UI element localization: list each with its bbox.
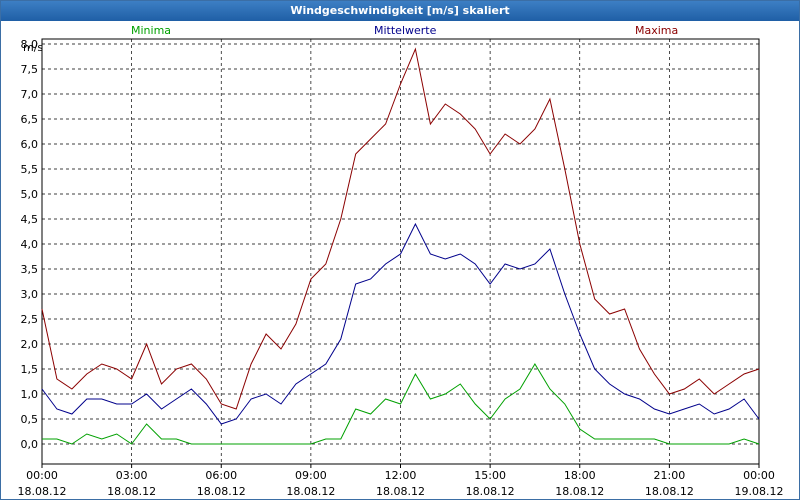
- line-chart: 8,0 7,5 7,0 6,5 6,0 5,5 5,0 4,5 4,0 3,5 3,0 2,5 2,0 1…: [1, 1, 800, 501]
- x-tick-date: 18.08.12: [555, 485, 604, 498]
- y-tick-label: 3,0: [21, 288, 39, 301]
- x-tick-time: 00:00: [743, 469, 775, 482]
- x-tick-date: 18.08.12: [376, 485, 425, 498]
- series-maxima: [42, 49, 759, 409]
- y-tick-label: 4,0: [21, 238, 39, 251]
- x-tick-time: 15:00: [474, 469, 506, 482]
- y-tick-label: 1,5: [21, 363, 39, 376]
- x-tick-date: 18.08.12: [18, 485, 67, 498]
- y-tick-label: 6,0: [21, 138, 39, 151]
- y-tick-label: 2,5: [21, 313, 39, 326]
- y-tick-label: 8,0: [21, 38, 39, 51]
- y-tick-label: 7,5: [21, 63, 39, 76]
- x-tick-time: 12:00: [385, 469, 417, 482]
- y-tick-label: 4,5: [21, 213, 39, 226]
- x-tick-date: 18.08.12: [645, 485, 694, 498]
- x-tick-time: 18:00: [564, 469, 596, 482]
- x-tick-date: 18.08.12: [286, 485, 335, 498]
- y-tick-label: 5,0: [21, 188, 39, 201]
- x-tick-time: 09:00: [295, 469, 327, 482]
- y-tick-label: 1,0: [21, 388, 39, 401]
- y-tick-label: 0,5: [21, 413, 39, 426]
- x-tick-time: 03:00: [116, 469, 148, 482]
- y-tick-label: 7,0: [21, 88, 39, 101]
- x-tick-date: 18.08.12: [107, 485, 156, 498]
- x-tick-time: 21:00: [654, 469, 686, 482]
- y-tick-label: 5,5: [21, 163, 39, 176]
- y-tick-label: 2,0: [21, 338, 39, 351]
- x-tick-date: 18.08.12: [466, 485, 515, 498]
- y-tick-label: 3,5: [21, 263, 39, 276]
- x-tick-date: 18.08.12: [197, 485, 246, 498]
- y-tick-label: 0,0: [21, 438, 39, 451]
- chart-window: Windgeschwindigkeit [m/s] skaliert Minim…: [0, 0, 800, 500]
- x-tick-time: 00:00: [26, 469, 58, 482]
- y-tick-label: 6,5: [21, 113, 39, 126]
- x-tick-time: 06:00: [205, 469, 237, 482]
- x-tick-date: 19.08.12: [735, 485, 784, 498]
